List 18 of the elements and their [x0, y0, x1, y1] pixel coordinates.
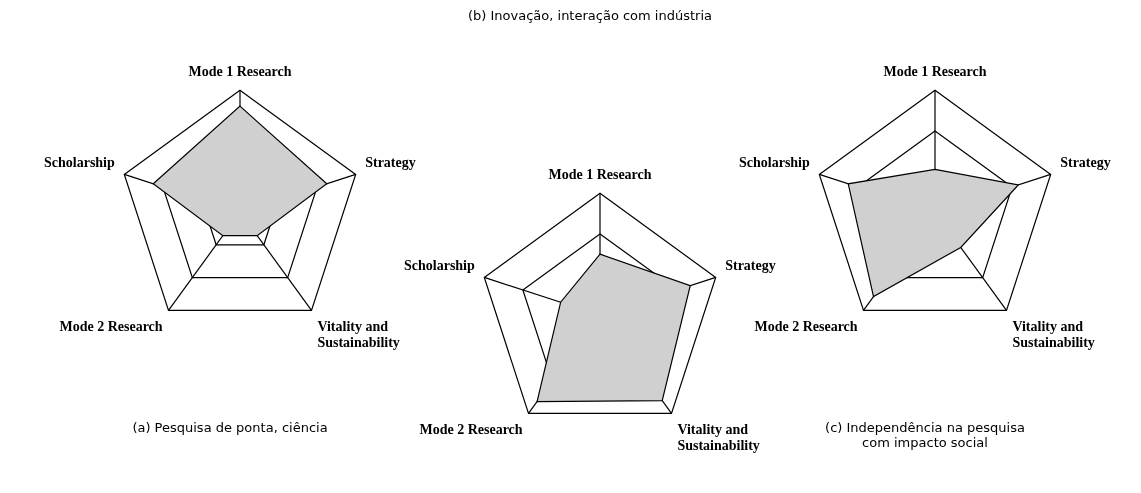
spoke-label: Mode 2 Research — [59, 318, 163, 334]
spoke-label: Strategy — [365, 154, 416, 170]
spoke-label: Mode 1 Research — [548, 166, 652, 182]
spoke-label: Scholarship — [43, 154, 115, 170]
spoke-label: Mode 1 Research — [188, 63, 292, 79]
spoke-label: Vitality and Sustainability — [677, 421, 760, 454]
text: (c) Independência na pesquisa com impacto social — [825, 420, 1025, 450]
chart-title: (b) Inovação, interação com indústria — [466, 8, 713, 23]
spoke-label: Mode 2 Research — [754, 318, 858, 334]
spoke-label: Strategy — [1060, 154, 1111, 170]
spoke-label: Mode 1 Research — [883, 63, 987, 79]
spoke-label: Vitality and Sustainability — [317, 318, 400, 351]
text: (a) Pesquisa de ponta, ciência — [132, 420, 328, 435]
spoke-label: Strategy — [725, 257, 776, 273]
spoke-label: Mode 2 Research — [419, 421, 523, 437]
spoke-label: Scholarship — [403, 257, 475, 273]
spoke-label: Vitality and Sustainability — [1012, 318, 1095, 351]
spoke-label: Scholarship — [738, 154, 810, 170]
